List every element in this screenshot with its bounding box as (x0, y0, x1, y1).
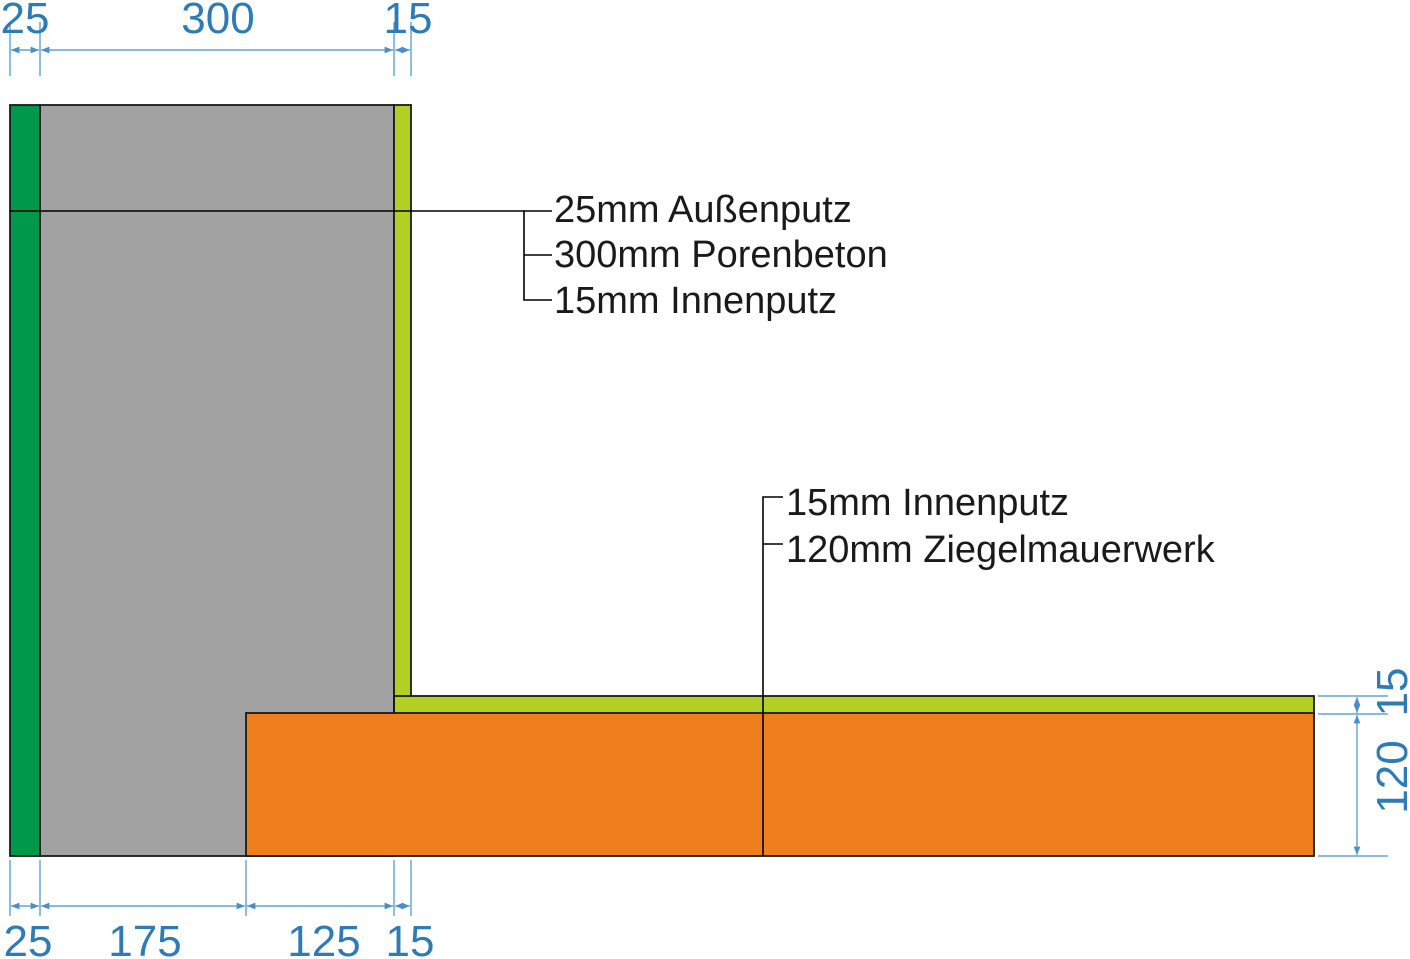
bottom-dim-concrete: 175 (108, 917, 181, 959)
brick-layer (245, 712, 1315, 857)
top-dim-concrete: 300 (181, 0, 254, 43)
bottom-dim-inner: 15 (386, 917, 435, 959)
inner-plaster-strip-floor (393, 695, 1315, 715)
bottom-dim-outer: 25 (4, 917, 53, 959)
layer-labels: 25mm Außenputz 300mm Porenbeton 15mm Inn… (554, 189, 1216, 571)
inner-plaster-strip-wall (393, 104, 412, 715)
top-dim-outer: 25 (1, 0, 50, 43)
right-dim-inner: 15 (1368, 668, 1410, 717)
outer-plaster-layer (9, 104, 41, 857)
label-aerated-concrete: 300mm Porenbeton (554, 234, 888, 276)
top-dimension: 25 300 15 (1, 0, 433, 76)
leader-lines (10, 210, 783, 856)
label-inner-plaster-floor: 15mm Innenputz (786, 482, 1069, 524)
right-dimension: 15 120 (1318, 668, 1410, 857)
layer-fills (9, 104, 1315, 857)
label-inner-plaster-wall: 15mm Innenputz (554, 280, 837, 322)
label-outer-plaster: 25mm Außenputz (554, 189, 852, 231)
right-dim-brick: 120 (1368, 740, 1410, 813)
top-dim-inner: 15 (384, 0, 433, 43)
bottom-dimension: 25 175 125 15 (4, 860, 435, 959)
label-brick: 120mm Ziegelmauerwerk (786, 529, 1216, 571)
bottom-dim-brick-part: 125 (287, 917, 360, 959)
